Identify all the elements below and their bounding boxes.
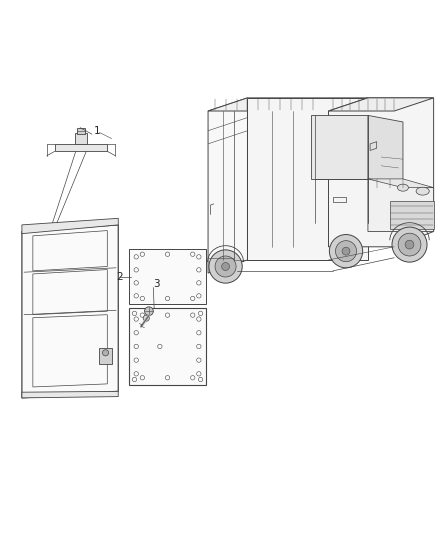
Polygon shape: [75, 133, 87, 144]
Circle shape: [145, 307, 153, 316]
Polygon shape: [328, 98, 434, 111]
Bar: [333, 197, 346, 201]
Polygon shape: [22, 391, 118, 398]
Circle shape: [392, 227, 427, 262]
Polygon shape: [390, 201, 434, 229]
Circle shape: [102, 350, 109, 356]
Polygon shape: [208, 98, 368, 111]
Polygon shape: [328, 98, 434, 247]
Polygon shape: [368, 179, 434, 231]
Circle shape: [329, 235, 363, 268]
Text: 2: 2: [116, 272, 123, 282]
Circle shape: [215, 256, 236, 277]
Text: 3: 3: [153, 279, 160, 289]
Polygon shape: [77, 128, 85, 134]
Polygon shape: [208, 98, 247, 273]
Polygon shape: [22, 219, 118, 233]
Polygon shape: [368, 179, 434, 188]
Circle shape: [209, 250, 242, 283]
Ellipse shape: [416, 187, 429, 195]
Polygon shape: [55, 144, 107, 151]
Bar: [99, 348, 112, 364]
Text: 1: 1: [94, 126, 101, 136]
Circle shape: [143, 315, 149, 321]
Circle shape: [405, 240, 414, 249]
Polygon shape: [370, 142, 377, 150]
Polygon shape: [129, 308, 206, 385]
Polygon shape: [311, 115, 368, 179]
Polygon shape: [368, 115, 403, 188]
Polygon shape: [129, 249, 206, 304]
Ellipse shape: [398, 184, 409, 191]
Circle shape: [222, 263, 230, 270]
Circle shape: [336, 241, 357, 262]
Circle shape: [342, 247, 350, 255]
Polygon shape: [247, 98, 368, 260]
Polygon shape: [22, 225, 118, 398]
Circle shape: [398, 233, 421, 256]
